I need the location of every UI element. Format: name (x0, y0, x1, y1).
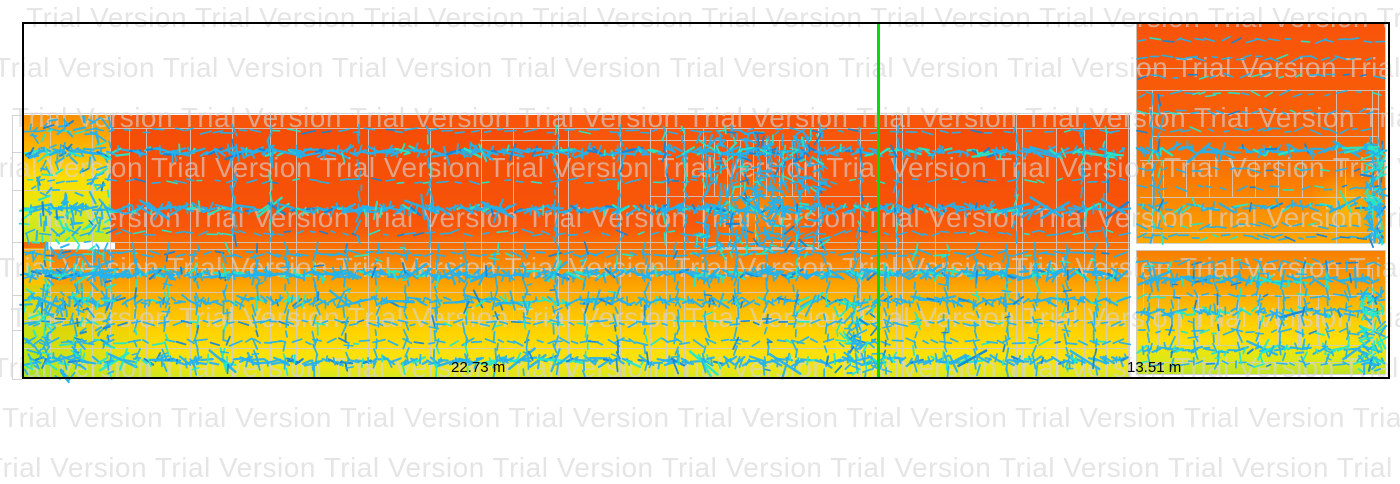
dimension-label-right: 13.51 m (1127, 359, 1182, 376)
datum-line (877, 22, 880, 379)
model-frame (22, 22, 1390, 379)
dimension-label-left: 22.73 m (451, 359, 506, 376)
